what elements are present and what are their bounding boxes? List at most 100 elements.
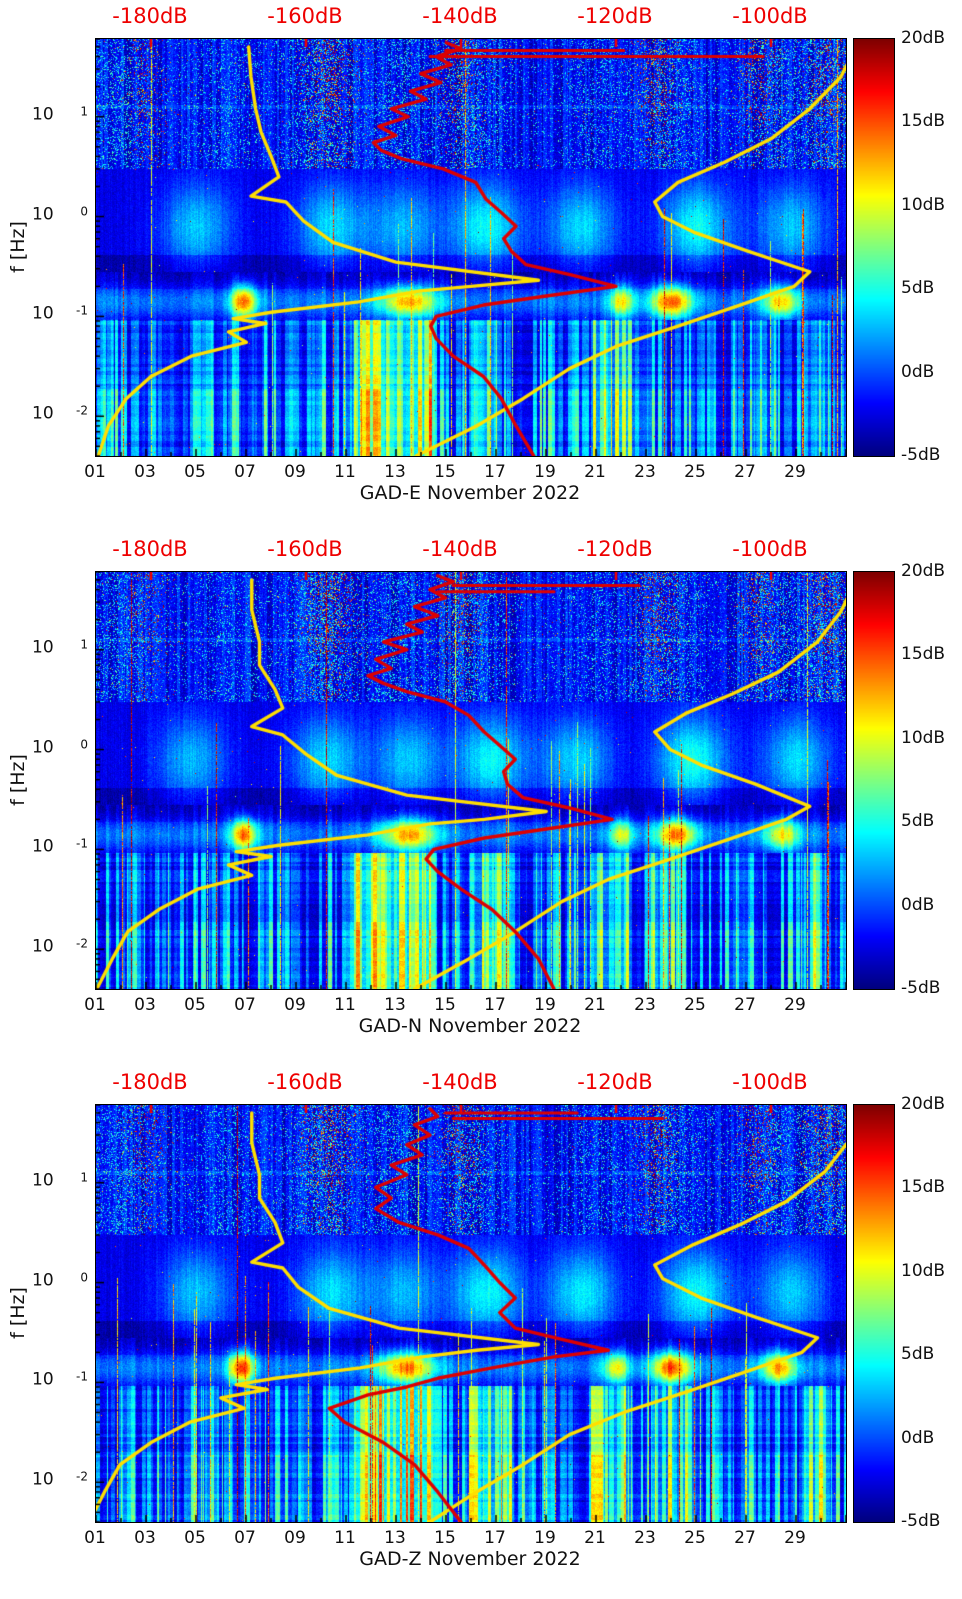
x-tick-label: 11 [334,1528,356,1548]
colorbar-tick-label: 15dB [901,1177,946,1198]
x-tick-label: 19 [534,462,556,482]
y-tick-label: 10 -1 [32,1370,88,1391]
x-tick-label: 03 [134,462,156,482]
spectrogram-plot [95,1104,847,1523]
y-tick-label: 10 0 [32,737,88,758]
top-axis-db-label: -160dB [267,1070,343,1094]
x-tick-label: 23 [634,462,656,482]
x-tick-label: 09 [284,1528,306,1548]
x-tick-label: 15 [434,1528,456,1548]
top-axis-db-label: -160dB [267,4,343,28]
panel-title: GAD-Z November 2022 [359,1548,581,1570]
x-tick-label: 11 [334,462,356,482]
y-tick-label: 10 1 [32,1170,88,1191]
colorbar-tick-label: 5dB [901,278,935,299]
colorbar-tick-label: -5dB [901,445,941,465]
top-axis-db-label: -120dB [577,537,653,561]
y-axis-label-wrap: f [Hz] [0,571,36,988]
y-axis-label: f [Hz] [7,1286,30,1339]
colorbar-tick-label: 0dB [901,1427,935,1448]
x-tick-label: 05 [184,1528,206,1548]
x-tick-label: 25 [684,1528,706,1548]
x-tick-label: 15 [434,995,456,1015]
top-axis-db-label: -140dB [422,1070,498,1094]
x-tick-label: 01 [84,1528,106,1548]
y-tick-label: 10 0 [32,1270,88,1291]
colorbar-tick-label: 15dB [901,644,946,665]
y-tick-label: 10 1 [32,637,88,658]
colorbar-tick-label: 10dB [901,1260,946,1281]
overlay-curves-canvas [96,39,846,456]
y-axis-label-wrap: f [Hz] [0,1104,36,1521]
colorbar-canvas [854,572,894,989]
colorbar-tick-label: 5dB [901,811,935,832]
y-axis-label: f [Hz] [7,753,30,806]
x-tick-label: 27 [734,1528,756,1548]
top-axis-db-label: -180dB [112,1070,188,1094]
colorbar-tick-label: 20dB [901,561,946,581]
top-axis-db-label: -160dB [267,537,343,561]
x-tick-label: 15 [434,462,456,482]
x-tick-label: 25 [684,995,706,1015]
x-tick-label: 19 [534,1528,556,1548]
x-tick-label: 29 [784,1528,806,1548]
x-tick-label: 21 [584,1528,606,1548]
top-axis-db-label: -100dB [732,4,808,28]
top-axis-db-label: -180dB [112,537,188,561]
panel-gad-e: f [Hz] GAD-E November 2022 -180dB -160dB -… [0,0,962,533]
top-axis-db-label: -100dB [732,537,808,561]
colorbar-tick-label: -5dB [901,1511,941,1531]
colorbar-canvas [854,1105,894,1522]
top-axis-db-label: -120dB [577,1070,653,1094]
overlay-curves-canvas [96,1105,846,1522]
colorbar [853,1104,895,1523]
colorbar-tick-label: 0dB [901,361,935,382]
x-tick-label: 27 [734,462,756,482]
y-tick-label: 10 -1 [32,304,88,325]
panel-gad-n: f [Hz] GAD-N November 2022 -180dB -160dB -… [0,533,962,1066]
x-tick-label: 01 [84,462,106,482]
colorbar [853,571,895,990]
x-tick-label: 23 [634,1528,656,1548]
y-tick-label: 10 -2 [32,936,88,957]
y-tick-label: 10 -2 [32,403,88,424]
colorbar-tick-label: 20dB [901,1094,946,1114]
top-axis-db-label: -180dB [112,4,188,28]
x-tick-label: 11 [334,995,356,1015]
y-tick-label: 10 -2 [32,1469,88,1490]
x-tick-label: 01 [84,995,106,1015]
x-tick-label: 07 [234,462,256,482]
x-tick-label: 07 [234,1528,256,1548]
colorbar-tick-label: 10dB [901,194,946,215]
panel-title: GAD-E November 2022 [359,482,581,504]
colorbar [853,38,895,457]
panel-gad-z: f [Hz] GAD-Z November 2022 -180dB -160dB -… [0,1066,962,1599]
spectrogram-plot [95,571,847,990]
overlay-curves-canvas [96,572,846,989]
y-axis-label: f [Hz] [7,220,30,273]
colorbar-tick-label: 5dB [901,1344,935,1365]
x-tick-label: 05 [184,462,206,482]
panel-title: GAD-N November 2022 [358,1015,582,1037]
x-tick-label: 13 [384,462,406,482]
y-axis-label-wrap: f [Hz] [0,38,36,455]
colorbar-tick-label: 15dB [901,111,946,132]
y-tick-label: 10 -1 [32,837,88,858]
top-axis-db-label: -100dB [732,1070,808,1094]
x-tick-label: 21 [584,995,606,1015]
x-tick-label: 19 [534,995,556,1015]
y-tick-label: 10 1 [32,104,88,125]
colorbar-tick-label: -5dB [901,978,941,998]
spectrogram-plot [95,38,847,457]
x-tick-label: 13 [384,1528,406,1548]
x-tick-label: 17 [484,995,506,1015]
x-tick-label: 05 [184,995,206,1015]
x-tick-label: 29 [784,995,806,1015]
x-tick-label: 17 [484,1528,506,1548]
x-tick-label: 09 [284,995,306,1015]
x-tick-label: 09 [284,462,306,482]
colorbar-tick-label: 20dB [901,28,946,48]
x-tick-label: 07 [234,995,256,1015]
x-tick-label: 03 [134,1528,156,1548]
